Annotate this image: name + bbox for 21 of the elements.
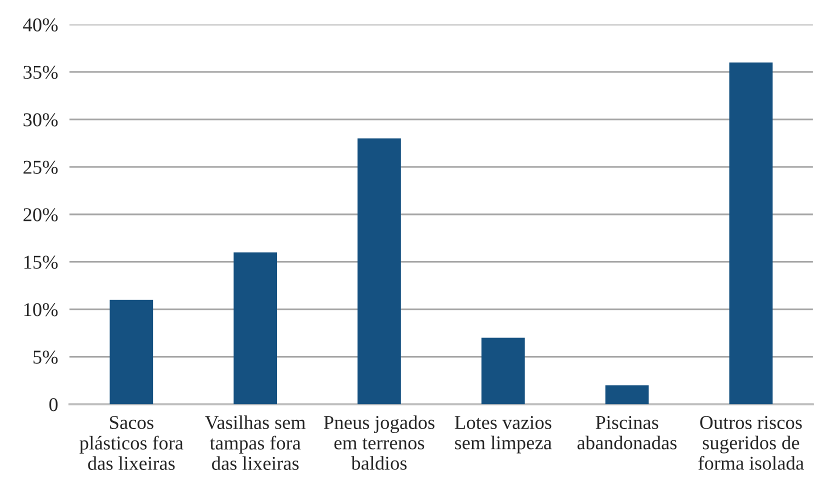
x-tick-label: Sacos plásticos fora das lixeiras xyxy=(80,416,184,470)
y-tick-label: 5% xyxy=(34,350,58,364)
bar xyxy=(110,300,154,404)
y-tick-label: 20% xyxy=(24,208,58,222)
y-tick-label: 35% xyxy=(24,66,58,79)
x-tick-label: Pneus jogados em terrenos baldios xyxy=(324,415,434,470)
bar xyxy=(481,338,525,404)
y-tick-label: 40% xyxy=(23,18,58,32)
bar xyxy=(729,62,773,404)
y-tick-label: 25% xyxy=(24,160,58,174)
x-tick-label: Piscinas abandonadas xyxy=(578,416,677,450)
x-tick-label: Vasilhas sem tampas fora das lixeiras xyxy=(205,415,306,470)
x-tick-label: Lotes vazios sem limpeza xyxy=(454,416,552,454)
y-tick-label: 30% xyxy=(24,113,58,126)
x-tick-label: Outros riscos sugeridos de forma isolada xyxy=(698,416,804,470)
y-tick-label: 10% xyxy=(24,303,58,316)
bar xyxy=(234,252,277,404)
bar xyxy=(358,138,401,404)
y-tick-label: 0 xyxy=(49,398,58,412)
y-tick-label: 15% xyxy=(24,256,58,269)
bar xyxy=(605,385,649,404)
